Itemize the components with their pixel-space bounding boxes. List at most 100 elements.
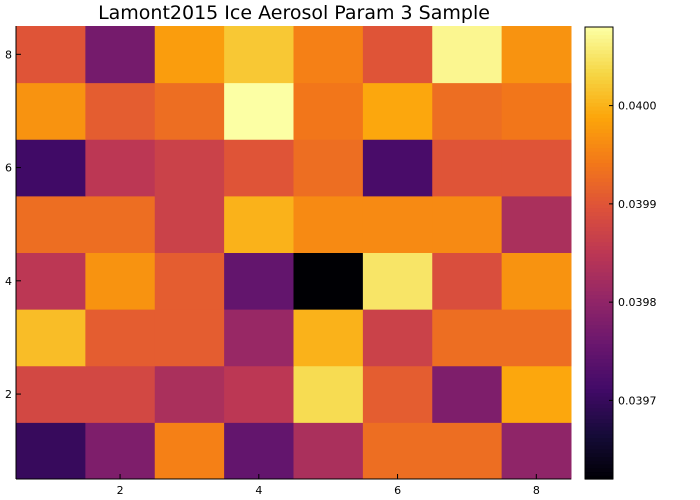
heatmap-cell: [224, 139, 294, 197]
heatmap-cell: [362, 26, 433, 84]
colorbar-segment: [585, 132, 613, 137]
colorbar-segment: [585, 298, 613, 303]
heatmap-cell: [432, 82, 503, 140]
colorbar-segment: [585, 448, 613, 454]
colorbar-segment: [585, 94, 613, 100]
heatmap-cell: [432, 26, 503, 84]
colorbar-segment: [585, 181, 613, 186]
colorbar-segment: [585, 207, 613, 213]
heatmap-cell: [501, 82, 572, 140]
heatmap-cell: [224, 26, 294, 84]
colorbar-segment: [585, 456, 613, 461]
heatmap-cell: [501, 139, 572, 197]
colorbar-segment: [585, 211, 613, 216]
colorbar-segment: [585, 177, 613, 183]
colorbar-segment: [585, 87, 613, 92]
heatmap-cell: [362, 82, 433, 140]
heatmap-cell: [85, 309, 156, 367]
colorbar-segment: [585, 433, 613, 439]
colorbar-segment: [585, 403, 613, 409]
heatmap-cell: [154, 139, 225, 197]
heatmap-cell: [85, 422, 156, 480]
heatmap-cell: [501, 195, 572, 253]
heatmap-cell: [16, 195, 86, 253]
colorbar-segment: [585, 27, 613, 32]
colorbar-segment: [585, 98, 613, 103]
colorbar-segment: [585, 373, 613, 378]
colorbar-tick-label: 0.0398: [618, 296, 657, 309]
colorbar-segment: [585, 215, 613, 220]
heatmap-cell: [293, 252, 364, 310]
colorbar-segment: [585, 143, 613, 149]
colorbar-tick-label: 0.0400: [618, 100, 657, 113]
colorbar-segment: [585, 72, 613, 77]
colorbar-segment: [585, 271, 613, 277]
heatmap-cell: [224, 252, 294, 310]
heatmap-cell: [154, 422, 225, 480]
colorbar-segment: [585, 173, 613, 179]
colorbar-segment: [585, 185, 613, 190]
heatmap-cell: [85, 252, 156, 310]
colorbar-segment: [585, 381, 613, 386]
heatmap-cell: [293, 422, 364, 480]
heatmap-cells: [16, 26, 572, 480]
colorbar-tick-label: 0.0399: [618, 198, 657, 211]
colorbar-segment: [585, 188, 613, 194]
colorbar-segment: [585, 166, 613, 171]
colorbar-segment: [585, 437, 613, 442]
colorbar-segment: [585, 392, 613, 397]
heatmap-cell: [16, 365, 86, 423]
heatmap-cell: [154, 26, 225, 84]
colorbar-segment: [585, 253, 613, 258]
colorbar-segment: [585, 245, 613, 250]
heatmap-cell: [432, 422, 503, 480]
colorbar-segment: [585, 53, 613, 58]
heatmap-cell: [85, 365, 156, 423]
heatmap-cell: [224, 365, 294, 423]
colorbar-segment: [585, 301, 613, 307]
x-tick-label: 2: [117, 484, 124, 497]
heatmap-cell: [293, 139, 364, 197]
colorbar-segment: [585, 256, 613, 262]
colorbar-segment: [585, 117, 613, 122]
colorbar-segment: [585, 309, 613, 314]
colorbar-segment: [585, 102, 613, 107]
colorbar-segment: [585, 369, 613, 375]
y-tick-label: 4: [5, 275, 12, 288]
colorbar-segment: [585, 358, 613, 363]
heatmap-cell: [501, 422, 572, 480]
colorbar-segment: [585, 79, 613, 85]
heatmap-cell: [362, 252, 433, 310]
colorbar-segment: [585, 445, 613, 450]
colorbar-segment: [585, 30, 613, 36]
y-tick-label: 2: [5, 388, 12, 401]
colorbar-segment: [585, 64, 613, 70]
heatmap-cell: [16, 26, 86, 84]
colorbar-segment: [585, 366, 613, 371]
chart-title: Lamont2015 Ice Aerosol Param 3 Sample: [98, 2, 490, 24]
colorbar-segment: [585, 335, 613, 341]
x-axis: 2 4 6 8: [16, 474, 571, 497]
colorbar-segment: [585, 158, 613, 164]
colorbar-segment: [585, 230, 613, 235]
colorbar-segment: [585, 399, 613, 405]
x-tick-label: 8: [533, 484, 540, 497]
colorbar-segment: [585, 268, 613, 273]
colorbar-segment: [585, 362, 613, 367]
heatmap-cell: [154, 365, 225, 423]
colorbar-segment: [585, 452, 613, 457]
heatmap-cell: [432, 252, 503, 310]
colorbar-segment: [585, 471, 613, 476]
colorbar-segment: [585, 305, 613, 311]
heatmap-cell: [362, 139, 433, 197]
heatmap-cell: [293, 309, 364, 367]
heatmap-cell: [224, 422, 294, 480]
colorbar-segment: [585, 113, 613, 118]
heatmap-cell: [432, 139, 503, 197]
heatmap-cell: [16, 82, 86, 140]
colorbar-segment: [585, 237, 613, 243]
heatmap-cell: [362, 365, 433, 423]
colorbar-segment: [585, 422, 613, 427]
heatmap-cell: [16, 252, 86, 310]
